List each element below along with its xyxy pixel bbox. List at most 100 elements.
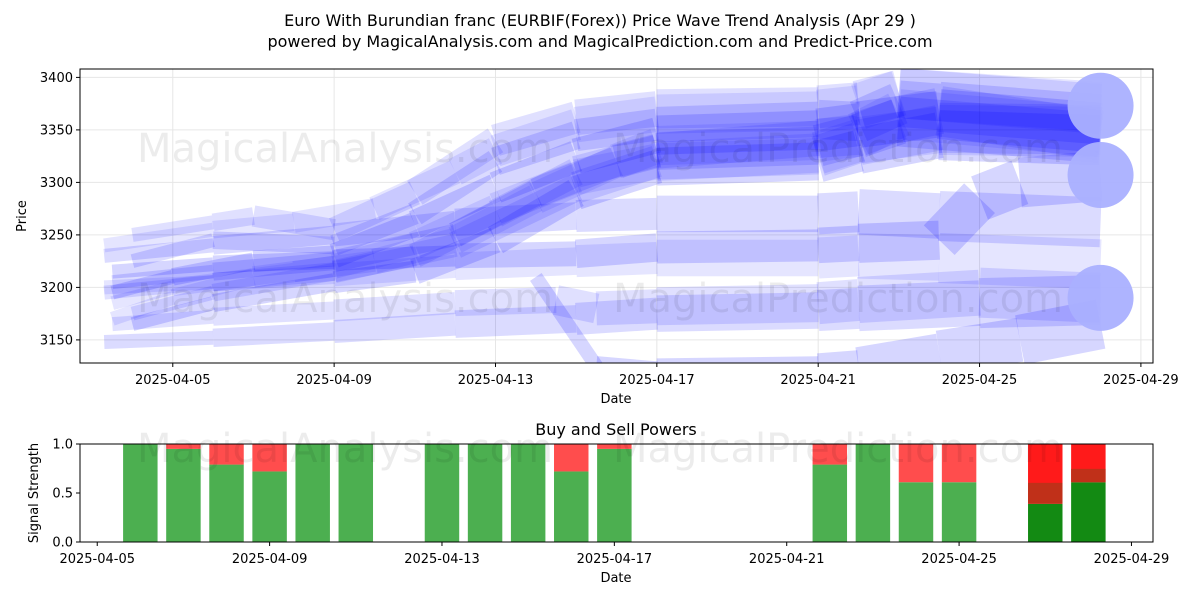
price-axis-ticks: 3150 3200 3250 3300 3350 3400 2025-04-05 2025-0… — [40, 71, 1179, 388]
wave-segment — [938, 233, 1102, 290]
wave-segment — [938, 102, 1101, 155]
price-y-axis-label: Price — [15, 200, 30, 232]
wave-segment — [656, 126, 819, 170]
wave-segment — [850, 99, 907, 156]
wave-segment — [575, 197, 658, 232]
buy-power-bar — [855, 444, 891, 542]
buy-power-bar — [252, 471, 287, 542]
wave-segment — [854, 105, 944, 165]
wave-segment — [656, 110, 819, 155]
wave-segment — [574, 91, 659, 136]
wave-segment — [111, 309, 214, 332]
wave-segment — [212, 252, 335, 281]
wave-segment — [211, 273, 336, 313]
wave-segment — [454, 305, 577, 338]
wave-segment — [655, 133, 820, 181]
wave-segment — [656, 229, 819, 264]
wave-segment — [857, 233, 940, 281]
wave-segment — [655, 120, 820, 169]
wave-segment — [552, 285, 600, 324]
signal-y-tick-label: 0.5 — [52, 487, 73, 502]
buy-power-bar — [166, 448, 201, 542]
price-x-tick-label: 2025-04-29 — [1103, 373, 1179, 388]
price-x-tick-label: 2025-04-09 — [296, 373, 372, 388]
buy-power-bar — [1028, 503, 1063, 542]
sell-power-bar — [209, 444, 244, 465]
wave-segment — [816, 82, 861, 129]
wave-segment — [656, 91, 819, 134]
wave-segment — [894, 88, 944, 143]
wave-segment — [103, 330, 214, 349]
wave-segment — [938, 191, 1102, 248]
wave-segment — [130, 285, 215, 321]
wave-segment — [938, 104, 1101, 157]
wave-segment — [491, 101, 581, 156]
wave-segment — [572, 143, 661, 195]
wave-segment — [110, 280, 175, 310]
wave-segment — [857, 280, 981, 332]
wave-segment — [408, 151, 503, 225]
wave-segment — [857, 269, 981, 323]
wave-segment — [612, 134, 662, 178]
price-x-tick-label: 2025-04-21 — [780, 373, 856, 388]
wave-segment — [408, 195, 502, 259]
wave-segment — [815, 85, 861, 133]
wave-segment — [935, 86, 1105, 160]
wave-segment — [212, 225, 335, 255]
wave-band-wave-high-1 — [103, 69, 1103, 253]
watermark-analysis-bottom: MagicalAnalysis.com — [137, 426, 553, 472]
wave-segment — [971, 160, 1029, 220]
watermark-analysis-mid: MagicalAnalysis.com — [137, 276, 553, 322]
wave-segment — [656, 137, 819, 180]
wave-segment — [572, 135, 661, 188]
wave-segment — [851, 99, 907, 157]
wave-segment — [595, 289, 658, 326]
wave-segment — [454, 202, 577, 237]
wave-segment — [111, 264, 214, 290]
buy-power-bar — [338, 444, 374, 542]
wave-band-wave-high-9 — [109, 104, 1101, 326]
sell-power-bar — [898, 444, 934, 483]
wave-segment — [211, 207, 255, 231]
wave-end-low-marker — [1067, 264, 1134, 331]
signal-x-tick-label: 2025-04-21 — [749, 552, 825, 567]
wave-segment — [448, 185, 543, 253]
watermark-prediction-mid: MagicalPrediction.com — [613, 276, 1063, 322]
wave-segment — [656, 356, 819, 363]
sell-power-bar — [597, 444, 632, 449]
signal-bar-layer — [123, 444, 1106, 542]
wave-segment — [855, 106, 943, 164]
wave-segment — [212, 262, 335, 292]
wave-band-wave-high-7 — [111, 96, 1103, 290]
signal-y-tick-label: 0.0 — [52, 536, 73, 551]
wave-segment — [371, 228, 459, 274]
wave-segment — [332, 245, 417, 283]
buy-power-bar — [467, 444, 503, 542]
wave-segment — [817, 287, 860, 331]
price-x-axis-label: Date — [600, 392, 631, 407]
wave-segment — [331, 233, 418, 279]
price-wave-layer — [103, 69, 1134, 363]
wave-segment — [937, 89, 1103, 153]
wave-band-wave-mid-1 — [103, 189, 1102, 263]
buy-power-bar — [209, 464, 244, 542]
wave-segment — [170, 268, 256, 307]
wave-segment — [816, 279, 861, 325]
figure-title-line1: Euro With Burundian franc (EURBIF(Forex)… — [284, 11, 916, 30]
signal-chart-title: Buy and Sell Powers — [535, 420, 697, 439]
wave-segment — [656, 284, 819, 326]
signal-x-tick-label: 2025-04-17 — [577, 552, 653, 567]
wave-segment — [656, 142, 819, 186]
wave-segment — [935, 318, 1024, 363]
price-y-tick-label: 3400 — [40, 71, 73, 86]
wave-segment — [816, 115, 861, 158]
wave-segment — [529, 146, 624, 213]
figure-title-line2: powered by MagicalAnalysis.com and Magic… — [267, 32, 932, 51]
price-x-tick-label: 2025-04-05 — [135, 373, 211, 388]
buy-power-bar — [123, 444, 158, 542]
wave-segment — [449, 181, 542, 247]
wave-segment — [491, 121, 581, 175]
wave-segment — [897, 69, 1103, 132]
wave-segment — [849, 84, 908, 142]
